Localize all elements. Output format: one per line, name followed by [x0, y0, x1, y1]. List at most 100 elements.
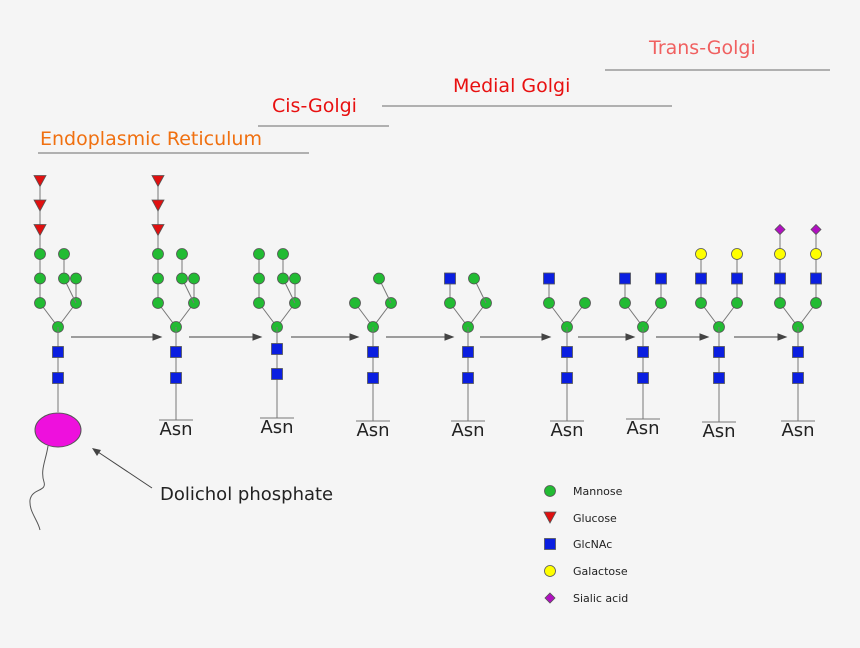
legend-mannose-label: Mannose	[573, 485, 623, 498]
asn-label: Asn	[781, 420, 814, 441]
left-arm-mannose-1	[349, 297, 361, 309]
glycan-structure-3: Asn	[253, 248, 301, 438]
center-arm-mannose-1	[58, 272, 70, 285]
core-glcnac-1	[271, 368, 283, 380]
core-glcnac-2	[462, 346, 474, 358]
center-arm-mannose-2	[58, 248, 70, 260]
asn-label: Asn	[260, 417, 293, 438]
right-arm-mannose-1	[579, 297, 591, 309]
dolichol-tail	[29, 445, 49, 531]
dolichol-phosphate-shape	[34, 412, 82, 448]
core-glcnac-2	[561, 346, 573, 358]
left-arm-mannose-1	[543, 297, 555, 309]
compartment-label-cis-golgi: Cis-Golgi	[272, 95, 357, 117]
left-arm-sialic-4	[774, 223, 786, 236]
legend-glucose-label: Glucose	[573, 512, 617, 525]
arrowhead-6	[625, 333, 636, 341]
core-glcnac-2	[637, 346, 649, 358]
left-arm-mannose-1	[619, 297, 631, 309]
left-arm-glcnac-2	[774, 272, 786, 285]
core-glcnac-2	[271, 343, 283, 355]
glycan-structure-6: Asn	[543, 272, 591, 441]
glycan-structure-7: Asn	[619, 272, 667, 439]
right-arm-mannose-2	[70, 272, 82, 285]
center-arm-mannose-2	[176, 248, 188, 260]
left-arm-mannose-1	[774, 297, 786, 309]
right-arm-mannose-1	[810, 297, 822, 309]
center-arm-mannose-1	[468, 272, 480, 285]
right-arm-glcnac-2	[810, 272, 822, 285]
right-arm-glcnac-2	[655, 272, 667, 285]
asn-label: Asn	[702, 421, 735, 442]
left-arm-glucose-5	[33, 199, 47, 212]
left-arm-glcnac-2	[695, 272, 707, 285]
core-glcnac-1	[792, 372, 804, 384]
glycan-structure-1	[33, 175, 82, 384]
core-glcnac-1	[367, 372, 379, 384]
glycan-structure-2: Asn	[151, 175, 200, 440]
left-arm-glucose-4	[33, 224, 47, 237]
legend-glcnac-icon	[544, 538, 556, 550]
legend: Mannose Glucose GlcNAc Galactose Sialic …	[543, 485, 628, 605]
core-glcnac-2	[367, 346, 379, 358]
left-arm-mannose-1	[695, 297, 707, 309]
core-glcnac-2	[713, 346, 725, 358]
asn-label: Asn	[451, 420, 484, 441]
right-arm-galactose-3	[731, 248, 743, 260]
legend-galactose-label: Galactose	[573, 565, 628, 578]
left-arm-mannose-3	[152, 248, 164, 260]
arrowhead-2	[252, 333, 263, 341]
right-arm-galactose-3	[810, 248, 822, 260]
right-arm-mannose-2	[289, 272, 301, 285]
arrowhead-1	[152, 333, 163, 341]
glycan-structure-9: Asn	[774, 223, 822, 441]
core-glcnac-2	[792, 346, 804, 358]
left-arm-glucose-4	[151, 224, 165, 237]
legend-sialic-acid-label: Sialic acid	[573, 592, 628, 605]
left-arm-glcnac-2	[543, 272, 555, 285]
arrowhead-4	[444, 333, 455, 341]
core-glcnac-1	[52, 372, 64, 384]
dolichol-phosphate-label: Dolichol phosphate	[160, 484, 333, 505]
arrowhead-8	[777, 333, 788, 341]
core-glcnac-1	[637, 372, 649, 384]
left-arm-glucose-5	[151, 199, 165, 212]
left-arm-mannose-1	[34, 297, 46, 309]
glycan-structures: Asn Asn Asn Asn Asn Asn Asn Asn	[33, 175, 822, 442]
center-arm-mannose-1	[277, 272, 289, 285]
right-arm-sialic-4	[810, 223, 822, 236]
asn-label: Asn	[626, 418, 659, 439]
center-arm-mannose-2	[277, 248, 289, 260]
dolichol-pointer-arrow	[97, 451, 153, 489]
left-arm-glcnac-2	[444, 272, 456, 285]
compartment-label-er: Endoplasmic Reticulum	[40, 128, 262, 150]
right-arm-mannose-2	[188, 272, 200, 285]
arrowhead-7	[699, 333, 710, 341]
left-arm-mannose-3	[253, 248, 265, 260]
left-arm-mannose-2	[152, 272, 164, 285]
left-arm-mannose-1	[253, 297, 265, 309]
legend-galactose-icon	[544, 565, 556, 577]
right-arm-mannose-1	[731, 297, 743, 309]
right-arm-glcnac-2	[731, 272, 743, 285]
arrowhead-3	[349, 333, 360, 341]
compartment-label-trans-golgi: Trans-Golgi	[648, 37, 756, 59]
step-arrows	[71, 333, 788, 341]
glycan-structure-8: Asn	[695, 248, 743, 442]
legend-mannose-icon	[544, 485, 556, 497]
left-arm-glucose-6	[33, 175, 47, 188]
glycan-structure-5: Asn	[444, 272, 492, 441]
asn-label: Asn	[356, 420, 389, 441]
legend-glcnac-label: GlcNAc	[573, 538, 612, 551]
asn-label: Asn	[550, 420, 583, 441]
core-glcnac-1	[713, 372, 725, 384]
core-glcnac-1	[462, 372, 474, 384]
left-arm-glcnac-2	[619, 272, 631, 285]
left-arm-galactose-3	[695, 248, 707, 260]
center-arm-mannose-1	[373, 272, 385, 285]
legend-sialic-acid-icon	[544, 592, 556, 604]
compartment-label-medial-golgi: Medial Golgi	[453, 75, 570, 97]
core-glcnac-2	[170, 346, 182, 358]
